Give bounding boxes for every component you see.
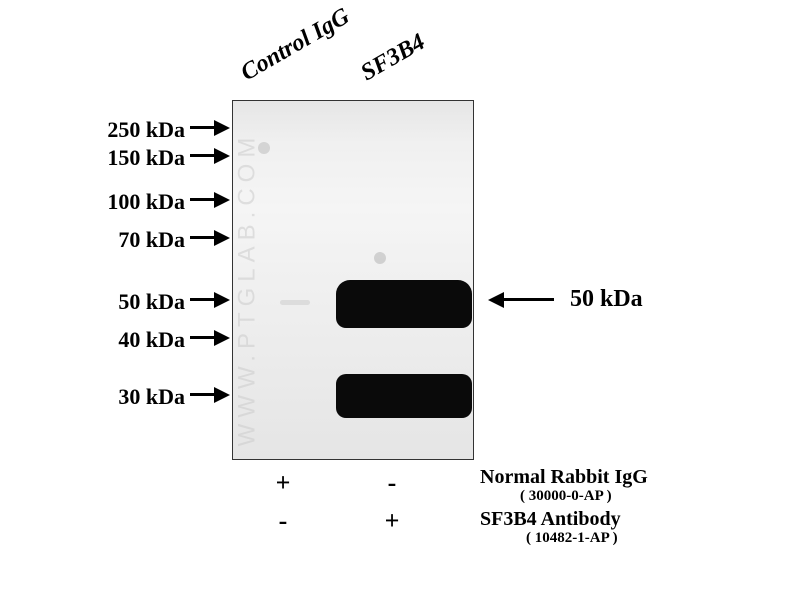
arrow-head <box>214 192 230 208</box>
arrow-shaft <box>190 126 216 129</box>
matrix-r1c2: - <box>372 468 412 498</box>
arrow-head <box>214 387 230 403</box>
ab2-name: SF3B4 Antibody <box>480 508 621 531</box>
artifact <box>374 252 386 264</box>
ladder-30: 30 kDa <box>85 384 185 410</box>
ladder-100: 100 kDa <box>85 189 185 215</box>
detect-label-text: 50 kDa <box>570 286 643 312</box>
matrix-r2c1-text: - <box>279 506 288 535</box>
band-30kda <box>336 374 472 418</box>
arrow-shaft <box>190 198 216 201</box>
matrix-r2c1: - <box>263 506 303 536</box>
matrix-r1c1-text: + <box>276 468 291 497</box>
ab1-cat-text: ( 30000-0-AP ) <box>520 488 612 504</box>
detect-arrow-head <box>488 292 504 308</box>
wb-figure: WWW.PTGLAB.COM Control IgG SF3B4 250 kDa… <box>0 0 800 600</box>
arrow-head <box>214 330 230 346</box>
lane-header-control: Control IgG <box>237 3 355 87</box>
lane-header-sf3b4-text: SF3B4 <box>357 29 430 86</box>
ladder-250-text: 250 kDa <box>107 117 185 142</box>
artifact <box>258 142 270 154</box>
matrix-r2c2: + <box>372 506 412 536</box>
arrow-shaft <box>190 154 216 157</box>
ladder-150: 150 kDa <box>85 145 185 171</box>
arrow-shaft <box>190 393 216 396</box>
detect-arrow-shaft <box>504 298 554 301</box>
ladder-150-text: 150 kDa <box>107 145 185 170</box>
ladder-250: 250 kDa <box>85 117 185 143</box>
matrix-r2c2-text: + <box>385 506 400 535</box>
arrow-head <box>214 292 230 308</box>
detect-label: 50 kDa <box>570 286 643 313</box>
ab1-name-text: Normal Rabbit IgG <box>480 466 648 488</box>
matrix-r1c1: + <box>263 468 303 498</box>
ab1-name: Normal Rabbit IgG <box>480 466 648 489</box>
ladder-70-text: 70 kDa <box>118 227 185 252</box>
ab1-cat: ( 30000-0-AP ) <box>520 488 612 505</box>
matrix-r1c2-text: - <box>388 468 397 497</box>
arrow-shaft <box>190 298 216 301</box>
ladder-40: 40 kDa <box>85 327 185 353</box>
artifact <box>280 300 310 305</box>
ladder-70: 70 kDa <box>85 227 185 253</box>
ladder-50-text: 50 kDa <box>118 289 185 314</box>
lane-header-sf3b4: SF3B4 <box>357 29 431 87</box>
ladder-30-text: 30 kDa <box>118 384 185 409</box>
lane-header-control-text: Control IgG <box>237 3 355 86</box>
ladder-40-text: 40 kDa <box>118 327 185 352</box>
arrow-head <box>214 230 230 246</box>
ladder-100-text: 100 kDa <box>107 189 185 214</box>
ab2-name-text: SF3B4 Antibody <box>480 508 621 530</box>
ab2-cat: ( 10482-1-AP ) <box>526 530 618 547</box>
arrow-shaft <box>190 236 216 239</box>
arrow-head <box>214 120 230 136</box>
arrow-shaft <box>190 336 216 339</box>
ab2-cat-text: ( 10482-1-AP ) <box>526 530 618 546</box>
band-50kda <box>336 280 472 328</box>
ladder-50: 50 kDa <box>85 289 185 315</box>
arrow-head <box>214 148 230 164</box>
